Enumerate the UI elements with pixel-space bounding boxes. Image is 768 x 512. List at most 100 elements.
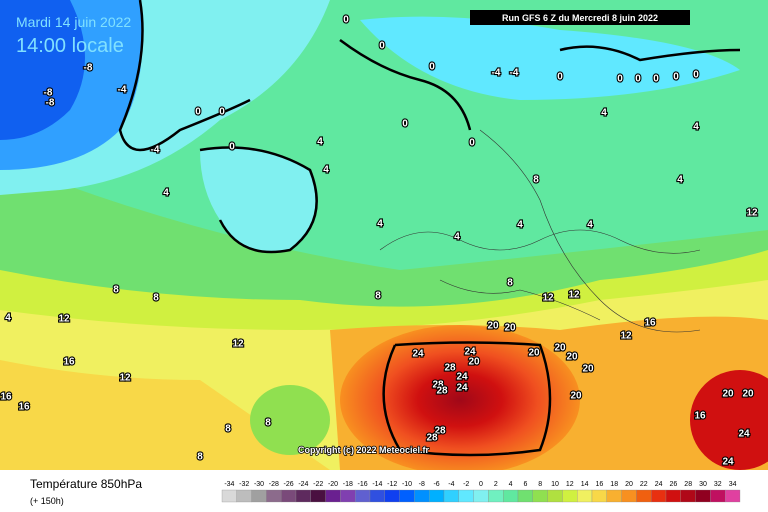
contour-label: 4 <box>517 220 523 231</box>
contour-label: 28 <box>434 426 446 437</box>
contour-label: 0 <box>343 15 349 26</box>
contour-label: 12 <box>568 290 580 301</box>
contour-label: 28 <box>436 386 448 397</box>
contour-label: -4 <box>492 68 501 79</box>
contour-label: 12 <box>232 339 244 350</box>
contour-label: 4 <box>693 122 699 133</box>
colorbar-swatch <box>369 489 385 503</box>
contour-label: 12 <box>542 293 554 304</box>
colorbar-swatch <box>266 489 282 503</box>
contour-label: 28 <box>426 433 438 444</box>
contour-label: 0 <box>557 72 563 83</box>
contour-label: 4 <box>677 175 683 186</box>
contour-label: 8 <box>197 452 203 463</box>
colorbar-label: 12 <box>566 481 574 488</box>
legend-subtitle: (+ 150h) <box>30 496 64 506</box>
contour-label: 20 <box>468 357 480 368</box>
contour-label: -4 <box>151 145 160 156</box>
colorbar-swatch <box>725 489 741 503</box>
colorbar-label: -32 <box>239 481 249 488</box>
contour-label: 16 <box>18 402 30 413</box>
contour-label: 8 <box>507 278 513 289</box>
colorbar-label: -8 <box>419 481 425 488</box>
contour-label: 4 <box>454 232 460 243</box>
contour-label: 20 <box>554 343 566 354</box>
colorbar-swatch <box>636 489 652 503</box>
contour-label: 12 <box>58 314 70 325</box>
colorbar-swatch <box>310 489 326 503</box>
colorbar-swatch <box>710 489 726 503</box>
colorbar-label: -24 <box>298 481 308 488</box>
contour-label: 0 <box>402 119 408 130</box>
contour-label: 0 <box>429 62 435 73</box>
contour-label: 12 <box>620 331 632 342</box>
contour-label: 0 <box>379 41 385 52</box>
coastlines <box>118 0 741 457</box>
contour-label: 12 <box>746 208 758 219</box>
contour-label: 8 <box>113 285 119 296</box>
contour-label: 20 <box>566 352 578 363</box>
contour-label: 24 <box>464 347 476 358</box>
colorbar-swatch <box>295 489 311 503</box>
colorbar-swatch <box>488 489 504 503</box>
colorbar-swatch <box>473 489 489 503</box>
colorbar-swatch <box>281 489 297 503</box>
colorbar-label: 0 <box>479 481 483 488</box>
contour-label: 0 <box>229 142 235 153</box>
contour-label: 24 <box>456 372 468 383</box>
colorbar-label: -2 <box>463 481 469 488</box>
contour-label: 20 <box>742 389 754 400</box>
colorbar-swatch <box>429 489 445 503</box>
contour-label: 24 <box>412 349 424 360</box>
colorbar-swatch <box>577 489 593 503</box>
contour-label: 20 <box>582 364 594 375</box>
contour-label: 24 <box>456 383 468 394</box>
colorbar-label: -30 <box>254 481 264 488</box>
colorbar-swatch <box>621 489 637 503</box>
colorbar-swatch <box>340 489 356 503</box>
colorbar-label: 4 <box>509 481 513 488</box>
colorbar-swatch <box>532 489 548 503</box>
contour-label: -4 <box>118 85 127 96</box>
contour-label: -8 <box>46 98 55 109</box>
colorbar-label: -34 <box>224 481 234 488</box>
colorbar-swatch <box>325 489 341 503</box>
colorbar-swatch <box>414 489 430 503</box>
contour-label: 0 <box>693 70 699 81</box>
colorbar-label: -28 <box>269 481 279 488</box>
colorbar-swatch <box>221 489 237 503</box>
colorbar-label: 2 <box>494 481 498 488</box>
colorbar-label: 34 <box>729 481 737 488</box>
contour-label: 16 <box>63 357 75 368</box>
colorbar-swatch <box>651 489 667 503</box>
legend-title: Température 850hPa <box>30 477 142 491</box>
contour-label: -8 <box>84 63 93 74</box>
date-label: Mardi 14 juin 2022 <box>16 14 131 30</box>
colorbar-label: -26 <box>284 481 294 488</box>
contour-label: 16 <box>0 392 12 403</box>
contour-label: 20 <box>722 389 734 400</box>
contour-label: 28 <box>444 363 456 374</box>
borders <box>379 129 701 333</box>
contour-label: 0 <box>469 138 475 149</box>
colorbar-swatch <box>236 489 252 503</box>
contour-label: 8 <box>225 424 231 435</box>
colorbar-label: -16 <box>358 481 368 488</box>
contour-label: 20 <box>487 321 499 332</box>
contour-label: 0 <box>195 107 201 118</box>
colorbar-label: 14 <box>581 481 589 488</box>
contour-label: 4 <box>163 188 169 199</box>
colorbar-label: -18 <box>343 481 353 488</box>
colorbar-label: -6 <box>433 481 439 488</box>
contour-label: 12 <box>119 373 131 384</box>
contour-label: 20 <box>570 391 582 402</box>
colorbar-swatch <box>547 489 563 503</box>
colorbar-label: 6 <box>523 481 527 488</box>
contour-label: 16 <box>644 318 656 329</box>
colorbar-swatch <box>384 489 400 503</box>
colorbar-swatch <box>562 489 578 503</box>
colorbar-label: -4 <box>448 481 454 488</box>
colorbar-label: 10 <box>551 481 559 488</box>
colorbar-label: -14 <box>372 481 382 488</box>
